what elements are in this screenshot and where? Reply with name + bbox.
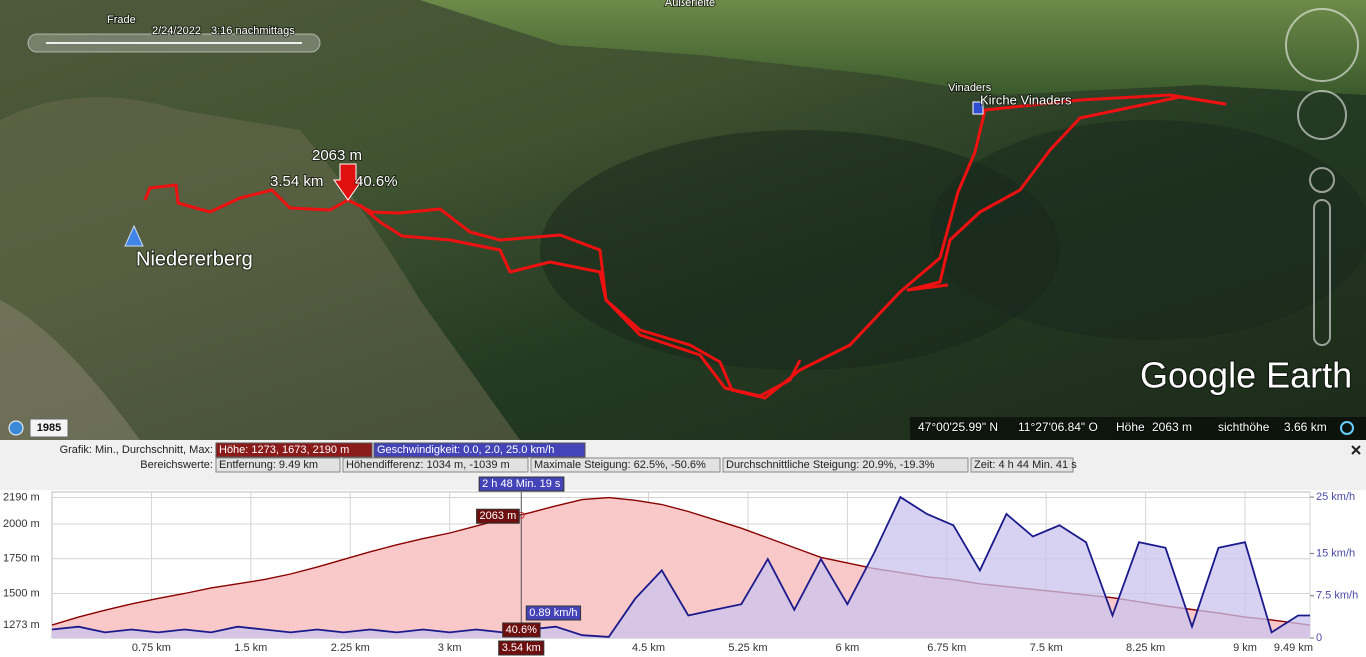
y-tick-label: 1273 m	[3, 619, 40, 631]
distance-stat: Entfernung: 9.49 km	[219, 459, 318, 471]
x-tick-label: 3 km	[438, 642, 462, 654]
place-label: Kirche Vinaders	[980, 92, 1072, 107]
speed-stats-box[interactable]	[373, 442, 586, 458]
track	[359, 203, 802, 398]
navigation-controls	[1285, 8, 1359, 346]
x-tick-label: 2.25 km	[331, 642, 370, 654]
zoom-slider[interactable]	[1313, 199, 1331, 346]
eye-altitude-label: sichthöhe	[1218, 420, 1270, 434]
imagery-year: 1985	[37, 422, 61, 434]
y-tick-label: 2000 m	[3, 518, 40, 530]
stat-box	[722, 457, 969, 473]
rock-slope	[0, 300, 140, 440]
y2-tick-label: 25 km/h	[1316, 491, 1355, 503]
cursor-time: 2 h 48 Min. 19 s	[482, 478, 561, 490]
close-button[interactable]	[1351, 445, 1361, 455]
y-tick-label: 2190 m	[3, 491, 40, 503]
cursor-elevation: 2063 m	[480, 510, 517, 522]
forest	[930, 120, 1366, 340]
x-tick-label: 5.25 km	[728, 642, 767, 654]
forest	[540, 130, 1060, 370]
x-tick-label: 8.25 km	[1126, 642, 1165, 654]
compass[interactable]	[1285, 8, 1359, 82]
streaming-indicator	[1340, 421, 1354, 435]
x-tick-label: 4.5 km	[632, 642, 665, 654]
look-control[interactable]	[1297, 90, 1347, 140]
elevation-stats-box[interactable]	[215, 442, 373, 458]
x-tick-label: 6.75 km	[927, 642, 966, 654]
max-slope-stat: Maximale Steigung: 62.5%, -50.6%	[534, 459, 706, 471]
avg-slope-stat: Durchschnittliche Steigung: 20.9%, -19.3…	[726, 459, 935, 471]
y-tick-label: 1500 m	[3, 587, 40, 599]
cursor-distance-box	[498, 640, 545, 656]
elevation-diff-stat: Höhendifferenz: 1034 m, -1039 m	[346, 459, 510, 471]
speed-stats: Geschwindigkeit: 0.0, 2.0, 25.0 km/h	[377, 444, 554, 456]
area	[52, 497, 1310, 638]
marker-elevation: 2063 m	[312, 147, 362, 164]
marker-distance: 3.54 km	[270, 173, 323, 190]
time-stat: Zeit: 4 h 44 Min. 41 s	[974, 459, 1077, 471]
latitude: 47°00'25.99" N	[918, 420, 998, 434]
timeline-date: 2/24/2022	[152, 25, 201, 37]
place-pin[interactable]	[972, 101, 984, 115]
cursor-speed-box	[525, 605, 582, 621]
stat-box	[970, 457, 1074, 473]
place-label: Niedererberg	[136, 248, 253, 270]
status-bar	[910, 417, 1366, 440]
x-tick-label: 7.5 km	[1030, 642, 1063, 654]
x-tick-label: 0.75 km	[132, 642, 171, 654]
cursor-speed: 0.89 km/h	[529, 607, 577, 619]
graph-label: Grafik: Min., Durchschnitt, Max:	[60, 444, 213, 456]
line	[51, 495, 1310, 638]
y2-tick-label: 7.5 km/h	[1316, 590, 1358, 602]
track	[143, 93, 1227, 400]
x-tick-label: 9.49 km	[1274, 642, 1313, 654]
place-label: Vinaders	[948, 82, 992, 94]
street-view[interactable]	[1309, 167, 1335, 193]
year-box	[29, 418, 69, 438]
timeline-time: 3:16 nachmittags	[211, 25, 295, 37]
elevation-label: Höhe	[1116, 420, 1145, 434]
stat-box	[215, 457, 341, 473]
x-tick-label: 1.5 km	[234, 642, 267, 654]
x-tick-label: 6 km	[835, 642, 859, 654]
marker-slope: 40.6%	[355, 173, 398, 190]
timeline-label: Frade	[107, 14, 136, 26]
y2-tick-label: 0	[1316, 632, 1322, 644]
y2-tick-label: 15 km/h	[1316, 547, 1355, 559]
range-label: Bereichswerte:	[140, 459, 213, 471]
stat-box	[530, 457, 721, 473]
eye-altitude: 3.66 km	[1284, 420, 1327, 434]
stat-box	[342, 457, 529, 473]
alpine-slope	[0, 97, 520, 440]
longitude: 11°27'06.84" O	[1018, 420, 1098, 434]
logo: Google Earth	[1140, 355, 1352, 396]
elevation: 2063 m	[1152, 420, 1192, 434]
historical-imagery-icon[interactable]	[8, 420, 24, 436]
elevation-profile[interactable]: 1273 m 1500 m 1750 m 2000 m 2190 m 0.75 km 1.5…	[3, 476, 1358, 656]
cursor-slope-box	[502, 622, 541, 638]
cursor-slope: 40.6%	[506, 624, 537, 636]
line	[51, 496, 1311, 626]
valley-fields	[420, 0, 1366, 95]
placemark[interactable]	[124, 224, 144, 247]
cursor-elevation-box	[476, 508, 520, 524]
position-marker	[333, 163, 363, 201]
y-tick-label: 1750 m	[3, 553, 40, 565]
cursor-distance: 3.54 km	[502, 642, 541, 654]
elevation-stats: Höhe: 1273, 1673, 2190 m	[219, 444, 349, 456]
cursor-time-box	[478, 476, 565, 492]
place-label: Außerleite	[665, 0, 715, 9]
map-view[interactable]: Frade 2/24/2022 3:16 nachmittags Außerle…	[0, 0, 1366, 440]
x-tick-label: 9 km	[1233, 642, 1257, 654]
